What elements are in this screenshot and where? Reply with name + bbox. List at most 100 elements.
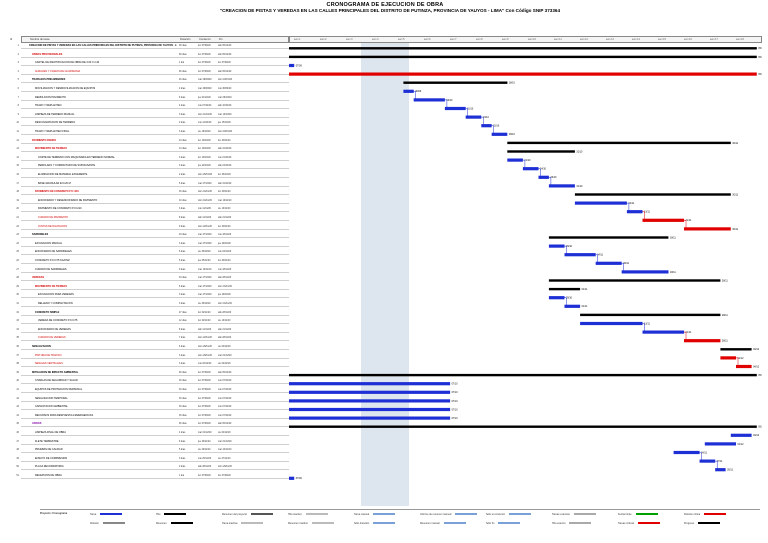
task-bar[interactable] xyxy=(580,321,643,326)
summary-bar[interactable] xyxy=(507,150,575,153)
table-row[interactable]: 26 CONCRETO F'C=175 KG/CM2 5 días jue 05/11… xyxy=(16,259,289,264)
table-row[interactable]: 33 VEREDA DE CONCRETO F'C=175 12 días lun 0… xyxy=(16,319,289,325)
critical-task-bar[interactable] xyxy=(684,339,721,343)
table-row[interactable]: 21 CURADO DE PAVIMENTO 8 días sáb 14/11/20 s… xyxy=(16,216,289,221)
task-bar[interactable] xyxy=(289,407,451,412)
table-row[interactable]: 43 CAPACITACION AMBIENTAL 30 días lun 07/09… xyxy=(16,405,289,411)
critical-task-bar[interactable] xyxy=(736,364,752,369)
task-bar[interactable] xyxy=(715,468,726,472)
task-bar[interactable] xyxy=(289,390,451,394)
summary-bar[interactable] xyxy=(289,425,757,428)
col-start-header[interactable]: Comienzo xyxy=(199,38,211,41)
table-row[interactable]: 45 VARIOS 90 días lun 07/09/20 sáb 05/12/20 xyxy=(16,422,289,428)
task-bar[interactable] xyxy=(704,442,736,446)
task-bar[interactable] xyxy=(626,210,643,214)
task-bar[interactable] xyxy=(289,399,451,403)
task-bar[interactable] xyxy=(444,106,466,111)
table-row[interactable]: 10 DESCOLMATACION DE TERRENO 2 días mié 14/… xyxy=(16,121,289,127)
summary-bar[interactable] xyxy=(574,193,731,196)
table-row[interactable]: 39 MITIGACION DE IMPACTO AMBIENTAL 90 días… xyxy=(16,371,289,376)
table-row[interactable]: 16 ELIMINACION DE MATERIAL EXCEDENTE 2 día… xyxy=(16,173,289,178)
table-row[interactable]: 46 LIMPIEZA FINAL DE OBRA 4 días mar 01/12/… xyxy=(16,431,289,436)
critical-task-bar[interactable] xyxy=(289,72,757,76)
task-bar[interactable] xyxy=(548,184,575,188)
task-bar[interactable] xyxy=(548,244,565,248)
table-row[interactable]: 14 CORTE DE TERRENO CON MAQUINARIA EN TER… xyxy=(16,156,289,161)
task-bar[interactable] xyxy=(564,304,581,308)
table-row[interactable]: 34 ENCOFRADO DE VEREDAS 8 días sáb 14/11/20… xyxy=(16,328,289,333)
table-row[interactable]: 25 ENCOFRADO DE SARDINELES 6 días vie 30/10… xyxy=(16,250,289,256)
task-bar[interactable] xyxy=(522,167,539,171)
table-row[interactable]: 23 SARDINELES 23 días mar 27/10/20 mié 18/11… xyxy=(16,233,289,239)
table-row[interactable]: 19 ENCOFRADO Y DESENCOFRADO DE PAVIMENTO 1… xyxy=(16,199,289,204)
table-row[interactable]: 15 PERFILADO Y COMPACTADO DE SUB RASANTE 3… xyxy=(16,164,289,170)
table-row[interactable]: 3 CARTEL DE IDENTIFICACION DE OBRA DE 3.6… xyxy=(18,61,289,67)
task-bar[interactable] xyxy=(595,261,622,265)
table-row[interactable]: 8 TRAZO Y REPLANTEO 4 días mié 07/10/20 sáb … xyxy=(18,104,289,110)
table-row[interactable]: 1 CREACION DE PISTAS Y VEREDAS EN LAS CAL… xyxy=(18,44,289,49)
task-bar[interactable] xyxy=(465,115,482,119)
table-row[interactable]: 20 PAVIMENTO DE CONCRETO F'C=210 3 días mié… xyxy=(16,207,289,213)
table-row[interactable]: 47 FLETE TERRESTRE 6 días jue 26/11/20 mar 0… xyxy=(16,440,289,445)
table-row[interactable]: 35 CURADO DE VEREDAS 7 días dom 22/11/20 sáb… xyxy=(16,336,289,342)
task-bar[interactable] xyxy=(413,98,445,102)
col-finish-header[interactable]: Fin xyxy=(219,38,223,41)
task-bar[interactable] xyxy=(548,296,565,300)
table-row[interactable]: 5 TRABAJOS PRELIMINARES 20 días mar 29/09/2… xyxy=(18,78,289,84)
summary-bar[interactable] xyxy=(289,55,757,59)
summary-bar[interactable] xyxy=(548,287,581,291)
table-row[interactable]: 28 VEREDAS 33 días mar 27/10/20 sáb 28/11/20 xyxy=(16,276,289,282)
summary-bar[interactable] xyxy=(548,236,669,239)
summary-bar[interactable] xyxy=(507,141,731,145)
summary-bar[interactable] xyxy=(403,81,508,84)
critical-task-bar[interactable] xyxy=(720,356,736,360)
critical-task-bar[interactable] xyxy=(642,218,685,222)
summary-bar[interactable] xyxy=(289,373,757,377)
table-row[interactable]: 7 DEMOLICION PAVIMENTO 6 días jue 01/10/20 m… xyxy=(18,96,289,101)
task-bar[interactable] xyxy=(289,382,451,386)
task-bar[interactable] xyxy=(699,459,716,463)
task-bar[interactable] xyxy=(564,253,596,257)
table-row[interactable]: 42 SEÑALIZACION TEMPORAL 30 días lun 07/09/… xyxy=(16,397,289,402)
table-row[interactable]: 29 MOVIMIENTO DE TIERRAS 6 días mar 27/10/2… xyxy=(16,285,289,290)
task-bar[interactable] xyxy=(403,89,414,93)
table-row[interactable]: 12 PAVIMENTO RIGIDO 43 días lun 19/10/20 lun… xyxy=(16,139,289,144)
table-row[interactable]: 13 MOVIMIENTO DE TIERRAS 13 días lun 19/10/… xyxy=(16,147,289,153)
task-bar[interactable] xyxy=(289,63,295,68)
summary-bar[interactable] xyxy=(580,313,721,317)
table-row[interactable]: 51 RECEPCION DE OBRA 1 día lun 07/09/20 lun … xyxy=(16,474,289,479)
task-bar[interactable] xyxy=(730,433,752,437)
table-row[interactable]: 36 SEÑALIZACION 6 días dom 29/11/20 vie 04/1… xyxy=(16,345,289,350)
task-bar[interactable] xyxy=(642,330,685,334)
table-row[interactable]: 44 RECURSOS PARA RESPUESTA A EMERGENCIAS 3… xyxy=(16,414,289,419)
task-bar[interactable] xyxy=(289,476,295,480)
table-row[interactable]: 24 EXCAVACION MANUAL 3 días mar 27/10/20 jue… xyxy=(16,242,289,247)
table-row[interactable]: 48 PRUEBAS DE CALIDAD 5 días vie 20/11/20 ma… xyxy=(16,448,289,454)
table-row[interactable]: 41 EQUIPOS DE PROTECCION PERSONAL 30 días l… xyxy=(16,388,289,393)
table-row[interactable]: 27 CURADO DE SARDINELES 9 días mar 10/11/20… xyxy=(16,268,289,273)
task-bar[interactable] xyxy=(538,175,549,179)
table-row[interactable]: 22 JUNTAS DE DILATACION 9 días dom 22/11/20… xyxy=(16,225,289,230)
table-row[interactable]: 30 EXCAVACION PARA VEREDAS 3 días mar 27/10… xyxy=(16,293,289,299)
table-row[interactable]: 17 BASE GRANULAR E=0.20 M 5 días mar 27/10/… xyxy=(16,182,289,187)
task-bar[interactable] xyxy=(574,201,627,205)
col-name-header[interactable]: Nombre de tarea xyxy=(30,38,50,41)
col-duration-header[interactable]: Duración xyxy=(180,38,191,41)
table-row[interactable]: 4 ALMACEN Y CASETA DE GUARDIANIA 90 días lu… xyxy=(18,70,289,75)
table-row[interactable]: 37 PINTURA DE TRAFICO 3 días dom 29/11/20 ma… xyxy=(16,354,289,359)
critical-task-bar[interactable] xyxy=(684,227,731,231)
task-bar[interactable] xyxy=(621,270,669,274)
table-row[interactable]: 2 OBRAS PROVISIONALES 90 días lun 07/09/20 s… xyxy=(18,53,289,58)
summary-bar[interactable] xyxy=(548,279,721,282)
table-row[interactable]: 31 RELLENO Y COMPACTACION 3 días vie 30/10/… xyxy=(16,302,289,307)
task-bar[interactable] xyxy=(507,158,523,162)
table-row[interactable]: 32 CONCRETO SIMPLE 27 días lun 02/11/20 sáb … xyxy=(16,311,289,316)
summary-bar[interactable] xyxy=(289,47,757,50)
table-row[interactable]: 6 MOVILIZACION Y DESMOVILIZACION DE EQUIP… xyxy=(18,87,289,92)
table-row[interactable]: 50 PLACA RECORDATORIA 2 días sáb 28/11/20 do… xyxy=(16,465,289,471)
table-row[interactable]: 40 CHARLAS DE SEGURIDAD Y SALUD 30 días lun… xyxy=(16,379,289,385)
table-row[interactable]: 11 TRAZO Y REPLANTEO FINAL 3 días vie 16/10… xyxy=(17,130,289,135)
table-row[interactable]: 9 LIMPIEZA DE TERRENO MANUAL 3 días dom 11/… xyxy=(18,113,289,118)
task-bar[interactable] xyxy=(481,124,492,128)
table-row[interactable]: 38 SEÑALES VERTICALES 3 días mié 02/12/20 vi… xyxy=(16,362,289,368)
